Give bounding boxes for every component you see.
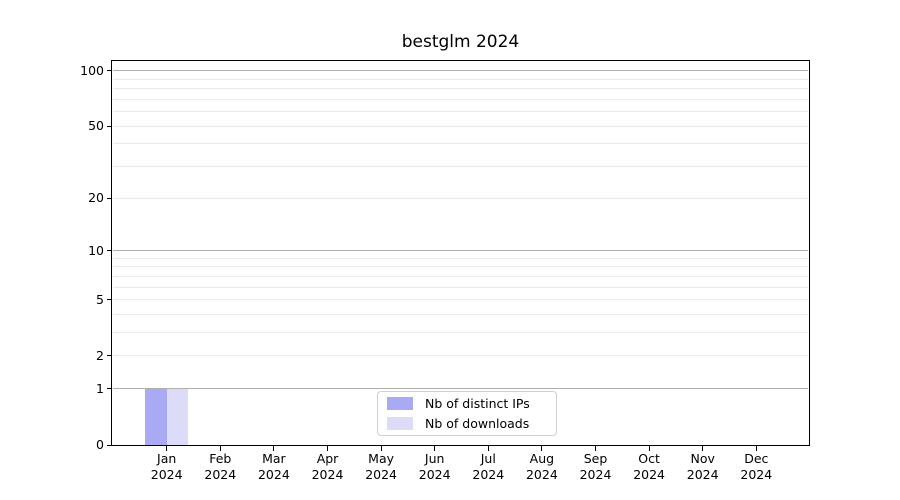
minor-gridline: [113, 88, 808, 90]
x-tick-mark: [166, 446, 168, 451]
x-tick-mark: [541, 446, 543, 451]
y-tick-label: 20: [88, 190, 104, 206]
y-tick-label: 100: [80, 62, 104, 78]
x-tick-mark: [648, 446, 650, 451]
x-tick-label: Nov 2024: [686, 451, 719, 482]
legend-label-distinct-ips: Nb of distinct IPs: [425, 395, 530, 411]
y-tick-label: 2: [96, 347, 104, 363]
minor-gridline: [113, 166, 808, 168]
x-tick-label: Dec 2024: [740, 451, 773, 482]
y-tick-mark: [107, 250, 112, 252]
minor-gridline: [113, 125, 808, 127]
x-tick-label: Mar 2024: [257, 451, 290, 482]
minor-gridline: [113, 299, 808, 301]
y-tick-mark: [107, 70, 112, 72]
minor-gridline: [113, 197, 808, 199]
x-tick-label: Feb 2024: [204, 451, 237, 482]
legend: Nb of distinct IPs Nb of downloads: [377, 391, 557, 436]
x-tick-mark: [595, 446, 596, 451]
legend-item-downloads: Nb of downloads: [387, 416, 547, 432]
x-tick-mark: [702, 446, 704, 451]
x-tick-label: Sep 2024: [579, 451, 612, 482]
y-tick-mark: [107, 388, 112, 390]
y-tick-mark: [107, 299, 112, 301]
x-tick-label: May 2024: [365, 451, 397, 482]
chart-title: bestglm 2024: [401, 32, 520, 52]
minor-gridline: [113, 143, 808, 145]
minor-gridline: [113, 78, 808, 80]
bar-downloads: [166, 388, 189, 445]
minor-gridline: [113, 266, 808, 268]
major-gridline: [113, 388, 808, 390]
y-tick-label: 1: [96, 380, 104, 396]
minor-gridline: [113, 314, 808, 315]
y-tick-label: 50: [88, 118, 104, 134]
x-tick-label: Apr 2024: [311, 451, 344, 482]
x-tick-mark: [380, 446, 382, 451]
minor-gridline: [113, 111, 808, 113]
y-tick-mark: [107, 444, 112, 446]
x-tick-label: Jan 2024: [150, 451, 183, 482]
y-tick-mark: [107, 125, 112, 127]
x-tick-label: Jun 2024: [418, 451, 451, 482]
y-tick-label: 0: [96, 437, 104, 452]
x-tick-mark: [755, 446, 757, 451]
y-tick-label: 10: [88, 242, 104, 258]
minor-gridline: [113, 275, 808, 277]
y-tick-label: 5: [96, 291, 104, 307]
legend-swatch-downloads-icon: [387, 417, 413, 430]
x-tick-label: Jul 2024: [472, 451, 505, 482]
bar-distinct-ips: [145, 388, 167, 445]
legend-swatch-distinct-ips-icon: [387, 397, 413, 410]
x-tick-mark: [327, 446, 328, 451]
x-tick-label: Aug 2024: [525, 451, 558, 482]
y-tick-mark: [107, 197, 112, 199]
y-tick-mark: [107, 355, 112, 357]
minor-gridline: [113, 98, 808, 100]
minor-gridline: [113, 286, 808, 288]
minor-gridline: [113, 257, 808, 259]
x-tick-mark: [273, 446, 275, 451]
legend-label-downloads: Nb of downloads: [425, 415, 530, 431]
minor-gridline: [113, 332, 808, 334]
minor-gridline: [113, 355, 808, 357]
x-tick-label: Oct 2024: [633, 451, 665, 482]
legend-item-distinct-ips: Nb of distinct IPs: [387, 396, 547, 412]
major-gridline: [113, 250, 808, 252]
x-tick-mark: [434, 446, 436, 451]
x-tick-mark: [487, 446, 489, 451]
major-gridline: [113, 70, 808, 72]
x-tick-mark: [219, 446, 221, 451]
